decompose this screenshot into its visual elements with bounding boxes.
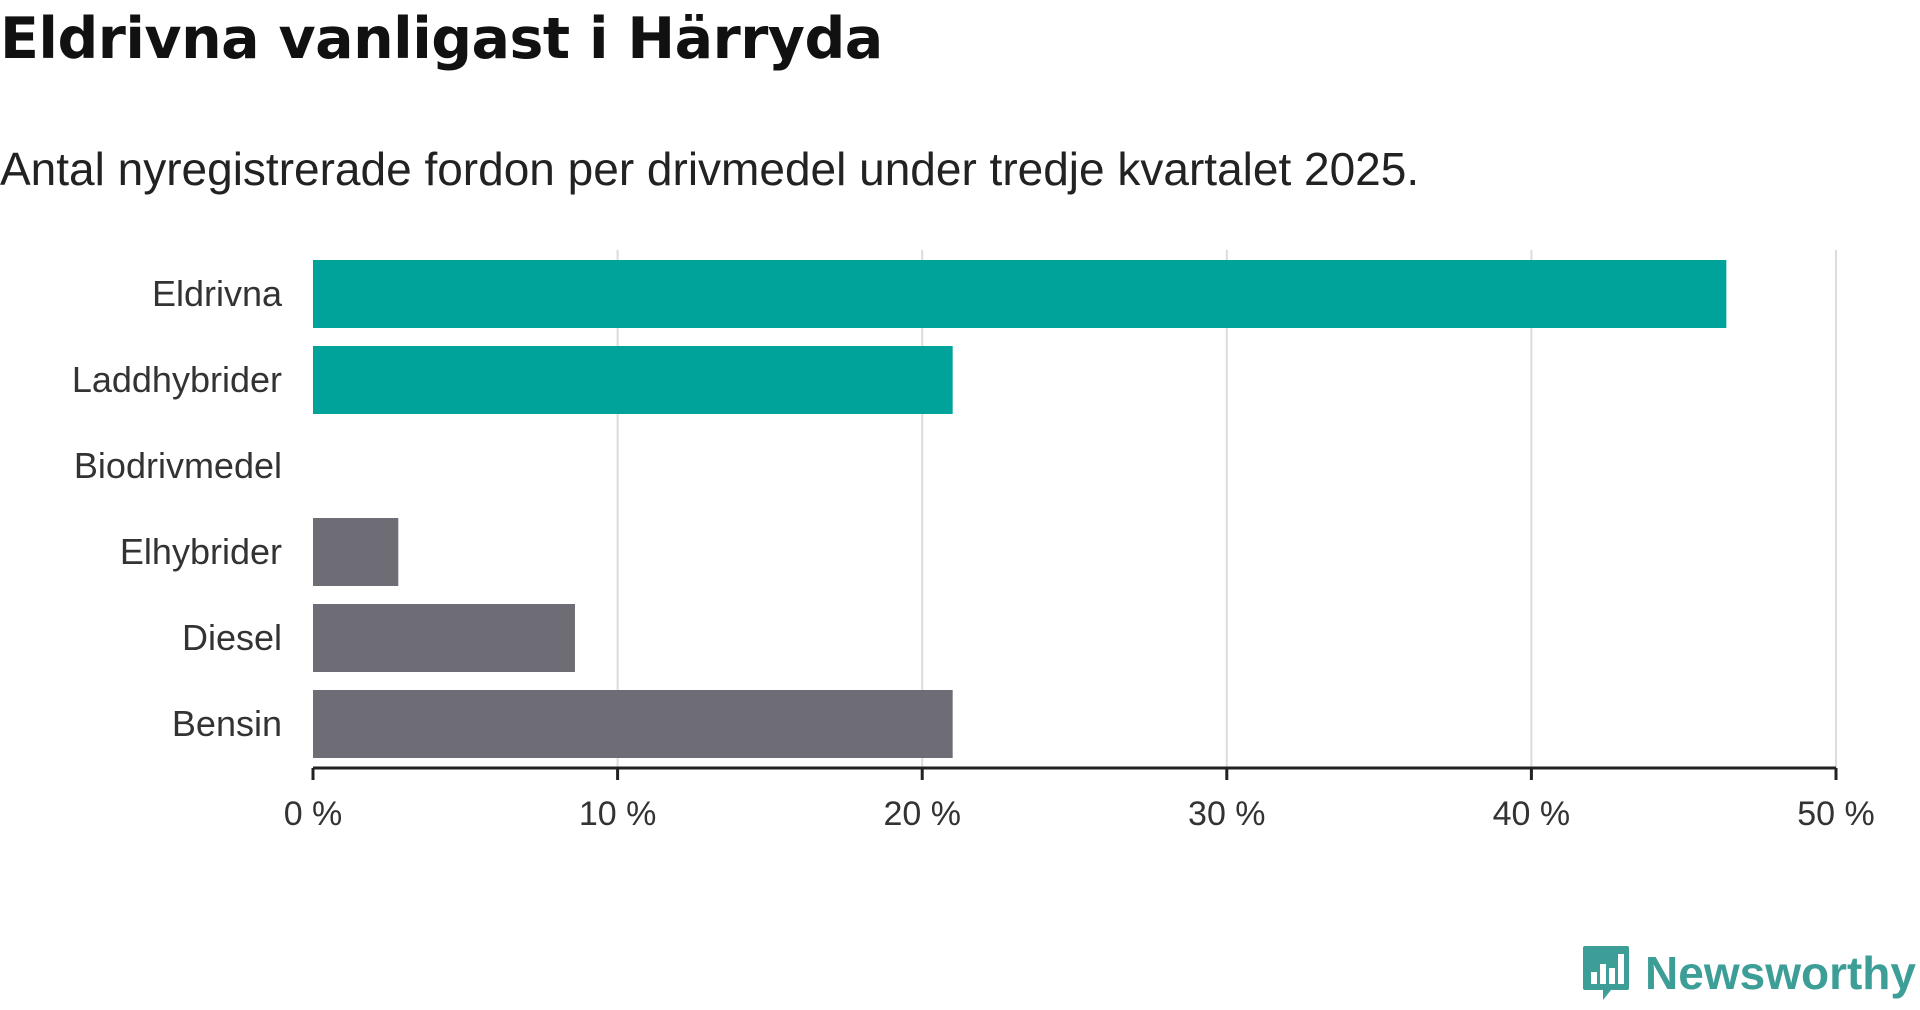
- bar-diesel: [313, 604, 575, 672]
- x-tick-label: 20 %: [883, 795, 961, 833]
- x-tick-label: 30 %: [1188, 795, 1266, 833]
- brand-name: Newsworthy: [1645, 947, 1916, 999]
- x-axis: 0 % 10 % 20 % 30 % 40 % 50 %: [284, 766, 1875, 833]
- bar-bensin: [313, 690, 953, 758]
- category-label: Bensin: [172, 703, 282, 744]
- newsworthy-logo-icon: [1583, 946, 1630, 1000]
- category-label: Diesel: [182, 617, 282, 658]
- grid-lines: [616, 250, 1837, 768]
- category-label: Elhybrider: [120, 531, 282, 572]
- bars: [313, 260, 1727, 758]
- chart-subtitle: Antal nyregistrerade fordon per drivmede…: [0, 143, 1420, 195]
- chart-title: Eldrivna vanligast i Härryda: [0, 6, 883, 72]
- x-tick-label: 50 %: [1797, 795, 1875, 833]
- bar-laddhybrider: [313, 346, 953, 414]
- category-label: Laddhybrider: [72, 359, 282, 400]
- bar-elhybrider: [313, 518, 399, 586]
- category-label: Eldrivna: [152, 273, 283, 314]
- bar-chart: Eldrivna Laddhybrider Biodrivmedel Elhybrid…: [72, 250, 1875, 833]
- brand: Newsworthy: [1581, 944, 1916, 1002]
- x-tick-label: 0 %: [284, 795, 343, 833]
- category-labels: Eldrivna Laddhybrider Biodrivmedel Elhybrid…: [72, 273, 283, 744]
- category-label: Biodrivmedel: [74, 445, 282, 486]
- bar-eldrivna: [313, 260, 1727, 328]
- x-tick-label: 40 %: [1493, 795, 1571, 833]
- x-tick-label: 10 %: [579, 795, 657, 833]
